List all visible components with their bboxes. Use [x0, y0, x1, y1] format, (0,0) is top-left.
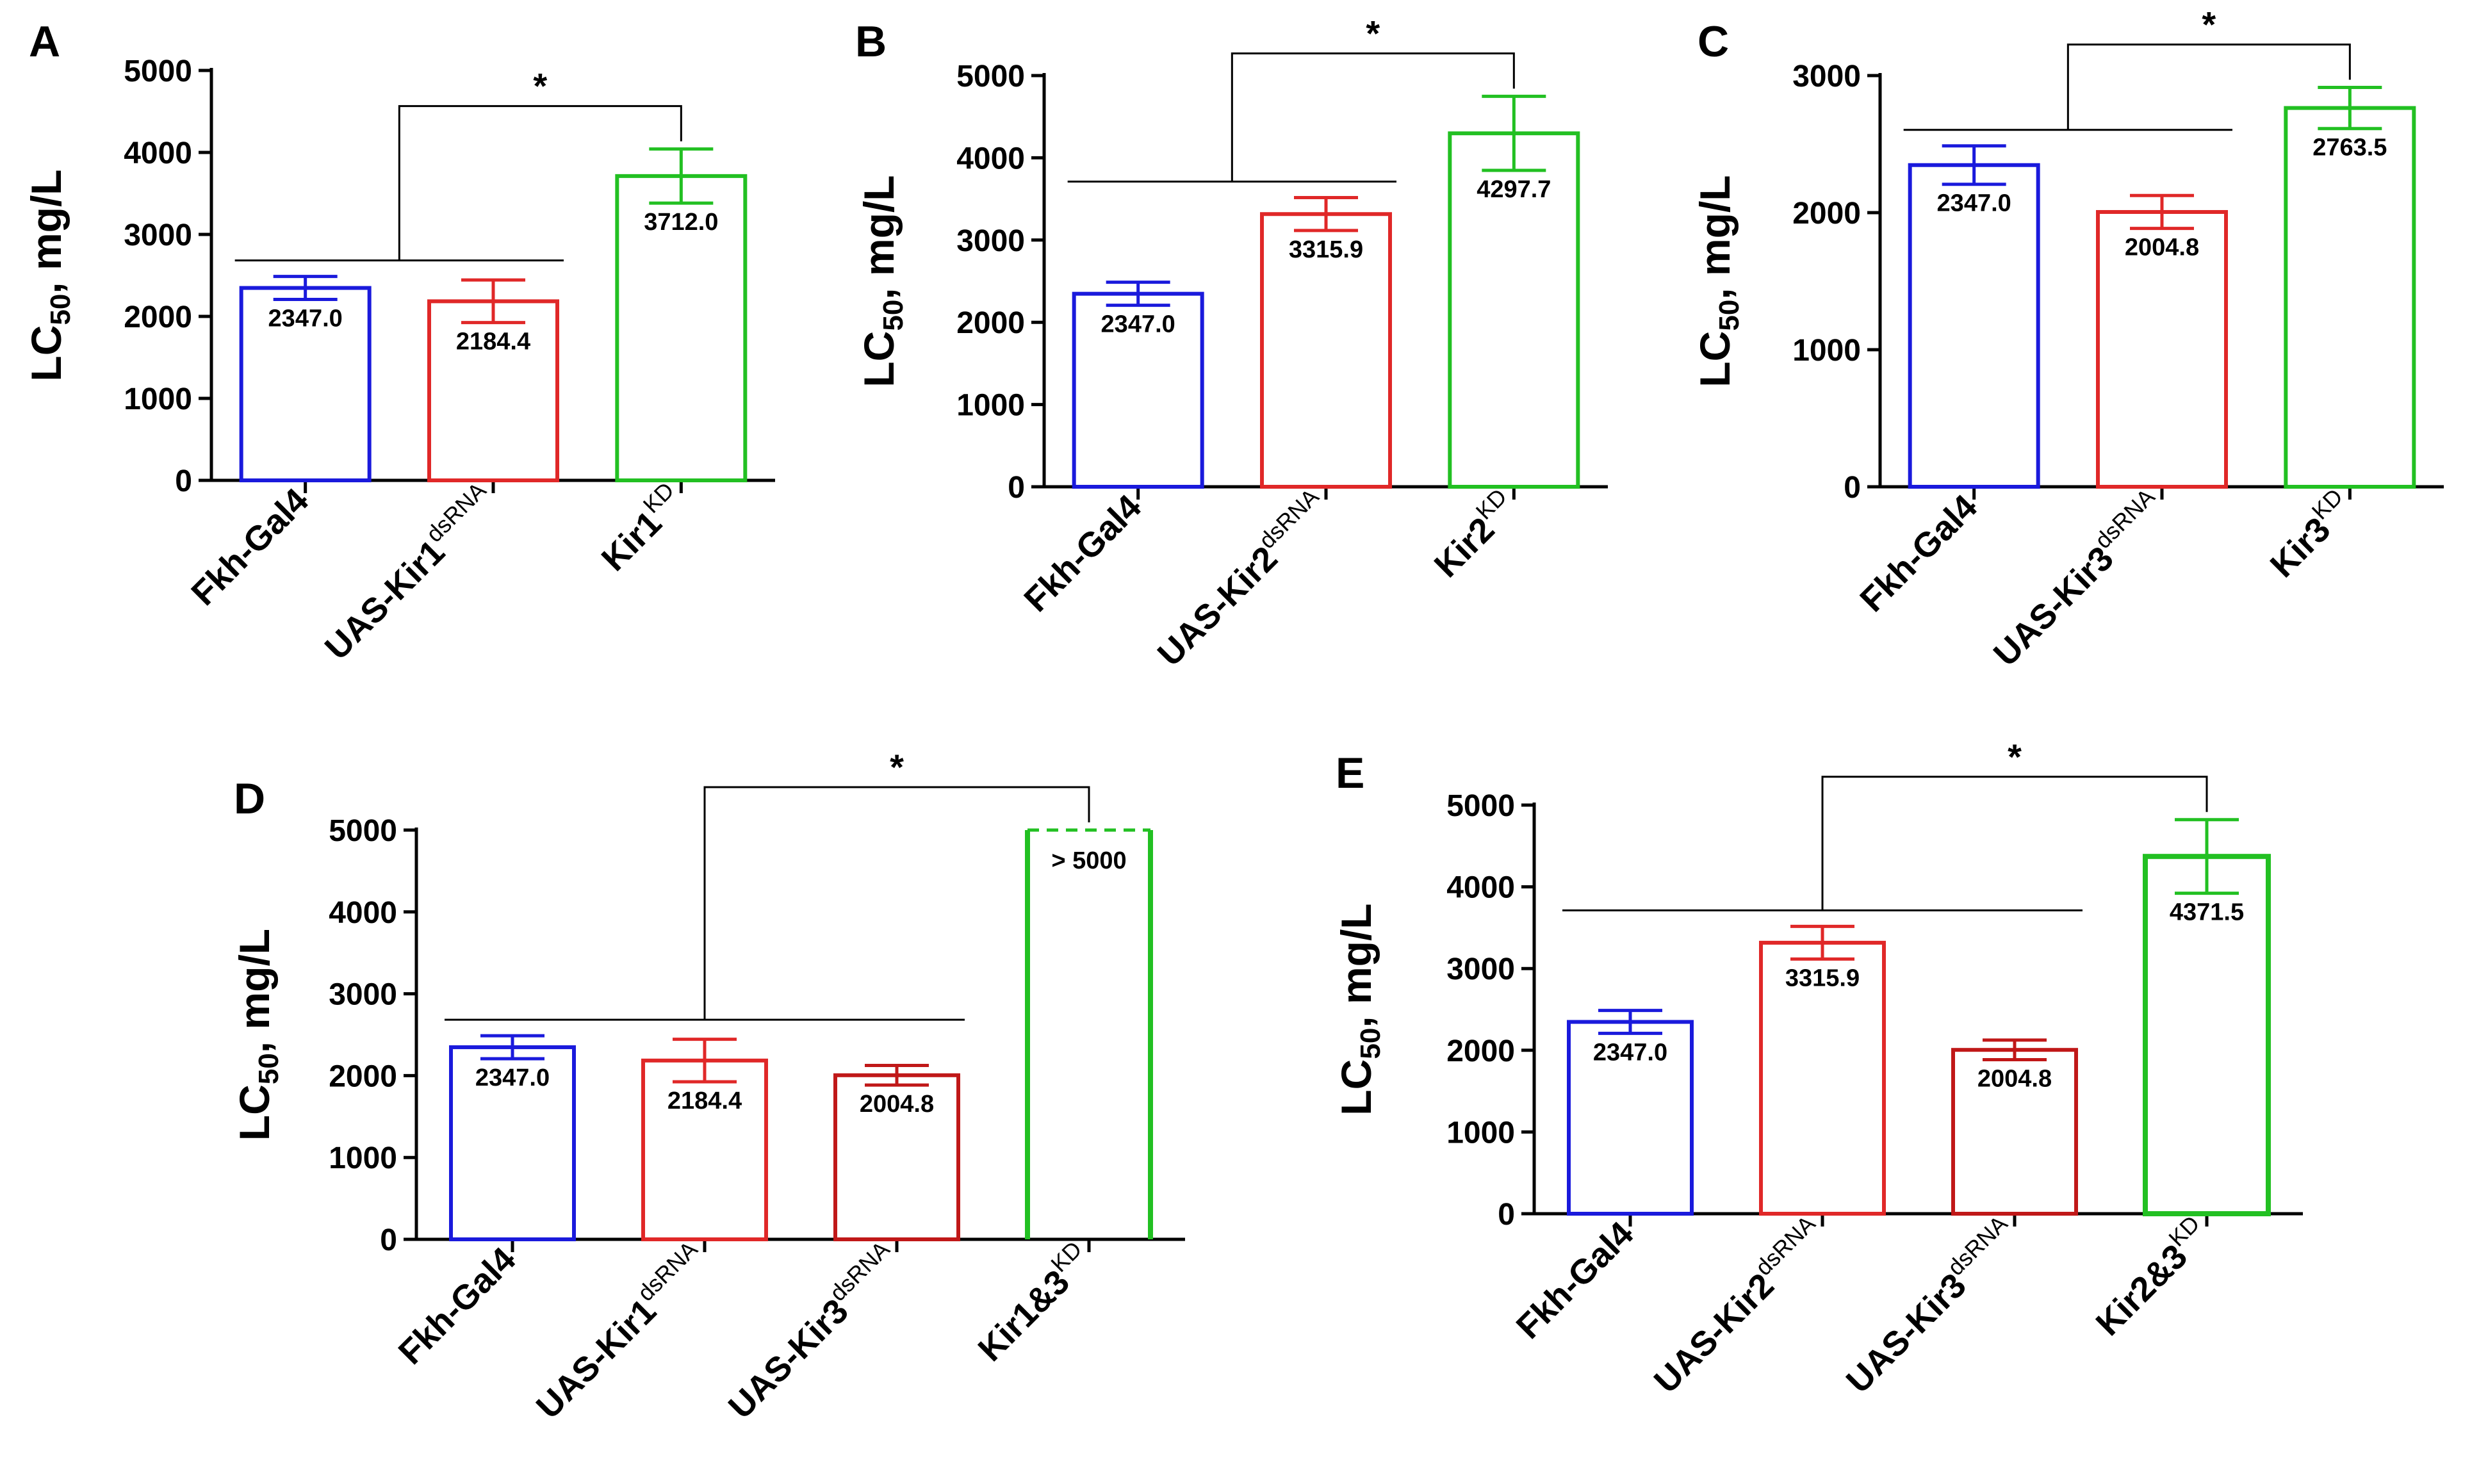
y-tick-label: 4000	[329, 896, 397, 930]
category-label: Fkh-Gal4	[1509, 1214, 1641, 1346]
y-tick-label: 2000	[1792, 197, 1861, 231]
panel-letter: E	[1336, 749, 1364, 797]
panel-b: B LC50, mg/L 0 1000 2000 3000 4000 5000 2347.0 Fk…	[855, 13, 1608, 674]
value-label: 3315.9	[1785, 965, 1860, 991]
category-label: UAS-Kir3dsRNA	[1835, 1211, 2025, 1401]
significance-bracket	[1821, 776, 2208, 911]
category-label: UAS-Kir1dsRNA	[313, 477, 503, 667]
category-label: Fkh-Gal4	[184, 481, 316, 613]
panel-letter: C	[1698, 17, 1729, 66]
y-tick-label: 3000	[1446, 952, 1515, 986]
panel-c: C LC50, mg/L 0 1000 2000 3000 2347.0 Fkh-Gal4 20…	[1691, 4, 2444, 674]
y-axis-label: LC50, mg/L	[855, 175, 909, 387]
category-label: Kir3KD	[2259, 484, 2360, 585]
y-axis-label: LC50, mg/L	[1332, 903, 1386, 1115]
y-tick-label: 5000	[329, 814, 397, 848]
y-tick-label: 1000	[1792, 334, 1861, 368]
category-label: UAS-Kir2dsRNA	[1642, 1211, 1833, 1401]
value-label: 2184.4	[667, 1088, 742, 1114]
bar	[2284, 106, 2416, 489]
category-label: UAS-Kir3dsRNA	[717, 1236, 907, 1426]
panel-letter: D	[234, 774, 265, 823]
panel-letter: A	[29, 17, 60, 66]
y-tick-label: 2000	[1446, 1034, 1515, 1068]
value-label: 2347.0	[475, 1064, 550, 1091]
y-tick-label: 3000	[329, 978, 397, 1012]
y-tick-label: 5000	[1446, 789, 1515, 823]
y-tick-label: 3000	[956, 224, 1025, 258]
value-label: 2004.8	[2125, 234, 2199, 261]
category-label: Kir2&3KD	[2084, 1211, 2217, 1343]
value-label: 4371.5	[2170, 899, 2244, 926]
y-tick-label: 0	[1498, 1198, 1515, 1232]
value-label: 2347.0	[1593, 1039, 1667, 1066]
y-tick-label: 3000	[124, 218, 192, 252]
y-tick-label: 0	[1844, 471, 1861, 505]
significance-star: *	[890, 747, 904, 787]
value-label: 2763.5	[2312, 135, 2387, 161]
category-label: Kir2KD	[1423, 484, 1524, 585]
significance-star: *	[1366, 13, 1380, 53]
category-label: UAS-Kir1dsRNA	[525, 1236, 715, 1426]
y-tick-label: 2000	[329, 1059, 397, 1093]
panel-e: E LC50, mg/L 0 1000 2000 3000 4000 5000 2347.0 Fk…	[1332, 737, 2303, 1401]
value-label: 2347.0	[268, 306, 343, 332]
value-label: 2347.0	[1101, 311, 1175, 338]
y-tick-label: 5000	[956, 60, 1025, 94]
category-label: UAS-Kir3dsRNA	[1982, 484, 2172, 674]
y-tick-label: 4000	[956, 142, 1025, 175]
value-label: 4297.7	[1477, 176, 1551, 203]
y-tick-label: 1000	[956, 389, 1025, 423]
value-label: 2347.0	[1937, 190, 2011, 217]
y-tick-label: 1000	[1446, 1116, 1515, 1150]
category-label: Fkh-Gal4	[1853, 487, 1985, 619]
y-axis-label: LC50, mg/L	[1691, 175, 1745, 387]
y-tick-label: 0	[380, 1223, 397, 1257]
category-label: UAS-Kir2dsRNA	[1146, 484, 1336, 674]
panel-a: A LC50, mg/L 0 1000 2000 3000 4000 5000 2347.0 Fk…	[22, 17, 775, 667]
significance-bracket	[398, 105, 682, 261]
y-tick-label: 4000	[1446, 871, 1515, 905]
value-label: 2004.8	[1977, 1065, 2052, 1092]
value-label: > 5000	[1051, 847, 1126, 874]
y-tick-label: 2000	[956, 306, 1025, 340]
value-label: 2004.8	[860, 1091, 934, 1118]
y-tick-label: 1000	[124, 382, 192, 416]
significance-star: *	[533, 66, 547, 106]
y-tick-label: 5000	[124, 54, 192, 88]
y-tick-label: 4000	[124, 136, 192, 170]
category-label: Kir1KD	[590, 477, 691, 578]
significance-star: *	[2008, 737, 2022, 777]
significance-bracket	[2067, 44, 2351, 130]
significance-star: *	[2202, 4, 2216, 45]
y-tick-label: 2000	[124, 300, 192, 334]
category-label: Kir1&3KD	[967, 1236, 1099, 1369]
value-label: 3315.9	[1289, 236, 1363, 263]
y-axis-label: LC50, mg/L	[22, 169, 76, 381]
category-label: Fkh-Gal4	[1017, 487, 1149, 619]
value-label: 3712.0	[644, 209, 718, 236]
y-tick-label: 0	[175, 464, 192, 498]
significance-bracket	[1231, 52, 1515, 182]
y-tick-label: 1000	[329, 1141, 397, 1175]
y-tick-label: 0	[1008, 471, 1025, 505]
y-tick-label: 3000	[1792, 60, 1861, 94]
panel-d: D LC50, mg/L 0 1000 2000 3000 4000 5000 2347.0 Fk…	[231, 747, 1185, 1426]
y-axis-label: LC50, mg/L	[231, 929, 284, 1141]
significance-bracket	[703, 786, 1090, 1020]
category-label: Fkh-Gal4	[391, 1240, 523, 1372]
panel-letter: B	[855, 17, 887, 66]
value-label: 2184.4	[456, 329, 530, 355]
